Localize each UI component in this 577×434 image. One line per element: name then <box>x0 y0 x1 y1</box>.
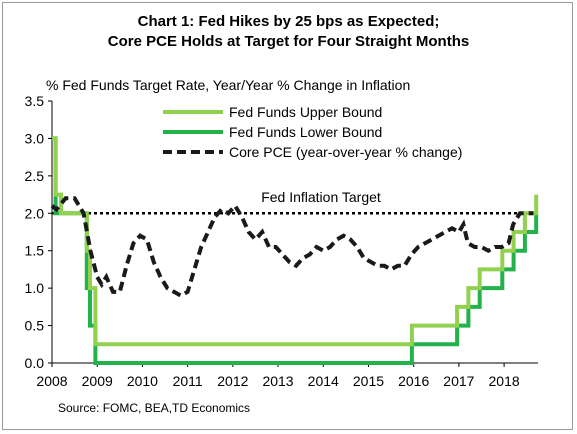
y-tick-label: 2.0 <box>25 205 45 221</box>
x-tick-label: 2012 <box>217 373 248 389</box>
series-line-fed-funds-lower-bound <box>52 136 539 365</box>
y-tick-label: 1.5 <box>25 243 45 259</box>
legend: Fed Funds Upper Bound Fed Funds Lower Bou… <box>163 104 462 160</box>
series-group <box>50 136 539 365</box>
x-tick-label: 2013 <box>262 373 293 389</box>
legend-label-fed-funds-lower-bound: Fed Funds Lower Bound <box>229 124 382 140</box>
series-line-fed-funds-upper-bound <box>52 136 539 347</box>
x-tick-label: 2016 <box>398 373 429 389</box>
series-line-core-pce-year-over-year-change <box>50 196 534 298</box>
y-tick-label: 3.5 <box>25 93 45 109</box>
source-note: Source: FOMC, BEA,TD Economics <box>58 401 251 415</box>
x-tick-label: 2008 <box>36 373 67 389</box>
y-tick-label: 0.5 <box>25 318 45 334</box>
y-axis-label: % Fed Funds Target Rate, Year/Year % Cha… <box>46 77 411 93</box>
legend-label-core-pce-year-over-year-change: Core PCE (year-over-year % change) <box>229 144 462 160</box>
x-tick-label: 2011 <box>173 373 203 389</box>
x-tick-label: 2017 <box>443 373 474 389</box>
legend-label-fed-funds-upper-bound: Fed Funds Upper Bound <box>229 104 382 120</box>
y-tick-label: 0.0 <box>25 355 45 371</box>
x-tick-label: 2010 <box>127 373 158 389</box>
annotations: Fed Inflation Target <box>261 189 381 205</box>
y-tick-label: 2.5 <box>25 168 45 184</box>
y-tick-label: 3.0 <box>25 130 45 146</box>
x-tick-label: 2009 <box>82 373 113 389</box>
chart-title: Chart 1: Fed Hikes by 25 bps as Expected… <box>137 13 440 30</box>
y-tick-label: 1.0 <box>25 280 45 296</box>
annotation-label: Fed Inflation Target <box>261 189 381 205</box>
x-tick-label: 2014 <box>308 373 339 389</box>
x-tick-label: 2018 <box>489 373 520 389</box>
axes: 0.0 0.5 1.0 1.5 2.0 2.5 3.0 3.5 2008 2009 2010 2011… <box>25 93 538 389</box>
x-tick-label: 2015 <box>353 373 384 389</box>
chart-subtitle: Core PCE Holds at Target for Four Straig… <box>107 33 470 50</box>
